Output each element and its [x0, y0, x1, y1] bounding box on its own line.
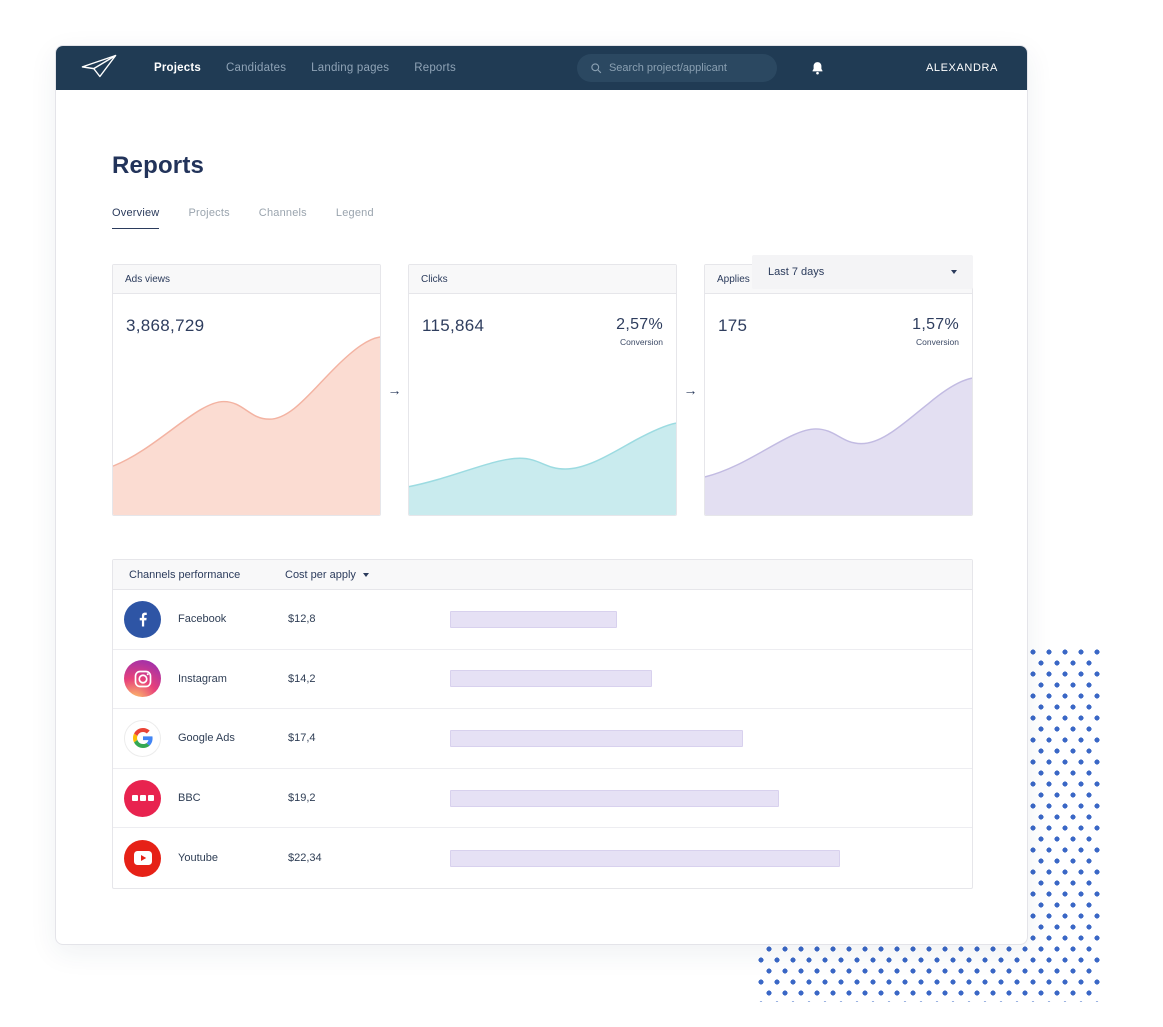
chevron-down-icon — [951, 270, 957, 274]
applies-value: 175 — [718, 316, 748, 335]
bbc-icon — [124, 779, 161, 817]
channel-row-facebook: Facebook $12,8 — [113, 590, 972, 650]
google-icon — [124, 719, 161, 757]
stat-card-ads-views: Ads views 3,868,729 — [112, 264, 381, 516]
tab-channels[interactable]: Channels — [258, 207, 307, 219]
youtube-icon — [124, 839, 161, 877]
stats-row: Ads views 3,868,729 → Clicks — [112, 264, 973, 516]
cost-bar-track — [450, 670, 956, 688]
sort-by-dropdown[interactable]: Cost per apply — [285, 569, 369, 581]
channel-row-bbc: BBC $19,2 — [113, 769, 972, 829]
channel-row-youtube: Youtube $22,34 — [113, 828, 972, 888]
ads-views-area-chart — [113, 336, 380, 515]
clicks-conversion-label: Conversion — [620, 337, 663, 347]
page-title: Reports — [112, 152, 205, 179]
channels-performance-panel: Channels performance Cost per apply Face… — [112, 559, 973, 889]
channel-cost: $12,8 — [288, 613, 316, 626]
nav-item-reports[interactable]: Reports — [414, 62, 456, 74]
nav-item-candidates[interactable]: Candidates — [225, 62, 287, 74]
channel-name: Google Ads — [178, 732, 235, 745]
instagram-icon — [124, 660, 161, 698]
channels-panel-title: Channels performance — [129, 568, 241, 581]
channel-name: Youtube — [178, 852, 218, 865]
logo[interactable] — [78, 52, 120, 85]
clicks-area-chart — [409, 422, 676, 515]
stat-card-header: Clicks — [409, 265, 676, 294]
cost-bar — [450, 729, 744, 747]
sort-by-label: Cost per apply — [285, 568, 356, 581]
date-range-value: Last 7 days — [768, 266, 825, 278]
cost-bar — [450, 610, 617, 628]
channels-panel-header: Channels performance Cost per apply — [113, 560, 972, 590]
cost-bar — [450, 789, 779, 807]
ads-views-value: 3,868,729 — [126, 316, 205, 335]
channel-name: Instagram — [178, 672, 227, 685]
channel-name: BBC — [178, 792, 201, 805]
channel-row-google-ads: Google Ads $17,4 — [113, 709, 972, 769]
clicks-conversion-value: 2,57% — [616, 316, 663, 333]
arrow-right-icon: → — [387, 382, 402, 398]
applies-area-chart — [705, 377, 972, 515]
nav-item-projects[interactable]: Projects — [154, 62, 201, 74]
report-tabs: Overview Projects Channels Legend — [112, 207, 973, 229]
top-navbar: Projects Candidates Landing pages Report… — [56, 46, 1027, 90]
arrow-right-icon: → — [683, 382, 698, 398]
nav-item-landing-pages[interactable]: Landing pages — [311, 62, 390, 74]
channel-cost: $17,4 — [288, 732, 316, 745]
search-icon — [590, 62, 602, 74]
page-body: Reports Last 7 days Overview Projects Ch… — [56, 152, 1027, 889]
channel-row-instagram: Instagram $14,2 — [113, 650, 972, 710]
cost-bar — [450, 670, 653, 688]
stat-card-applies: Applies 175 1,57% Conversion — [704, 264, 973, 516]
user-menu[interactable]: ALEXANDRA — [925, 62, 998, 74]
applies-conversion-value: 1,57% — [912, 316, 959, 333]
facebook-icon — [124, 600, 161, 638]
notifications-button[interactable] — [809, 60, 826, 77]
cost-bar — [450, 849, 840, 867]
clicks-value: 115,864 — [422, 316, 485, 335]
chevron-down-icon — [362, 572, 369, 577]
tab-projects[interactable]: Projects — [188, 207, 230, 219]
channel-cost: $19,2 — [288, 792, 316, 805]
channel-name: Facebook — [178, 613, 227, 626]
tab-legend[interactable]: Legend — [335, 207, 374, 219]
bell-icon — [809, 60, 826, 77]
stat-card-clicks: Clicks 115,864 2,57% Conversion — [408, 264, 677, 516]
app-window: Projects Candidates Landing pages Report… — [55, 45, 1028, 945]
stat-card-header: Ads views — [113, 265, 380, 294]
stat-card-body: 115,864 2,57% Conversion — [409, 294, 676, 515]
cost-bar-track — [450, 849, 956, 867]
cost-bar-track — [450, 610, 956, 628]
channel-cost: $22,34 — [288, 852, 322, 865]
search-input[interactable] — [608, 62, 764, 74]
cost-bar-track — [450, 789, 956, 807]
tab-overview[interactable]: Overview — [112, 207, 160, 229]
stat-card-body: 175 1,57% Conversion — [705, 294, 972, 515]
cost-bar-track — [450, 729, 956, 747]
search-box[interactable] — [576, 54, 777, 82]
channel-cost: $14,2 — [288, 672, 316, 685]
paper-plane-icon — [78, 52, 120, 85]
stat-card-body: 3,868,729 — [113, 294, 380, 515]
applies-conversion-label: Conversion — [916, 337, 959, 347]
date-range-dropdown[interactable]: Last 7 days — [752, 255, 973, 289]
